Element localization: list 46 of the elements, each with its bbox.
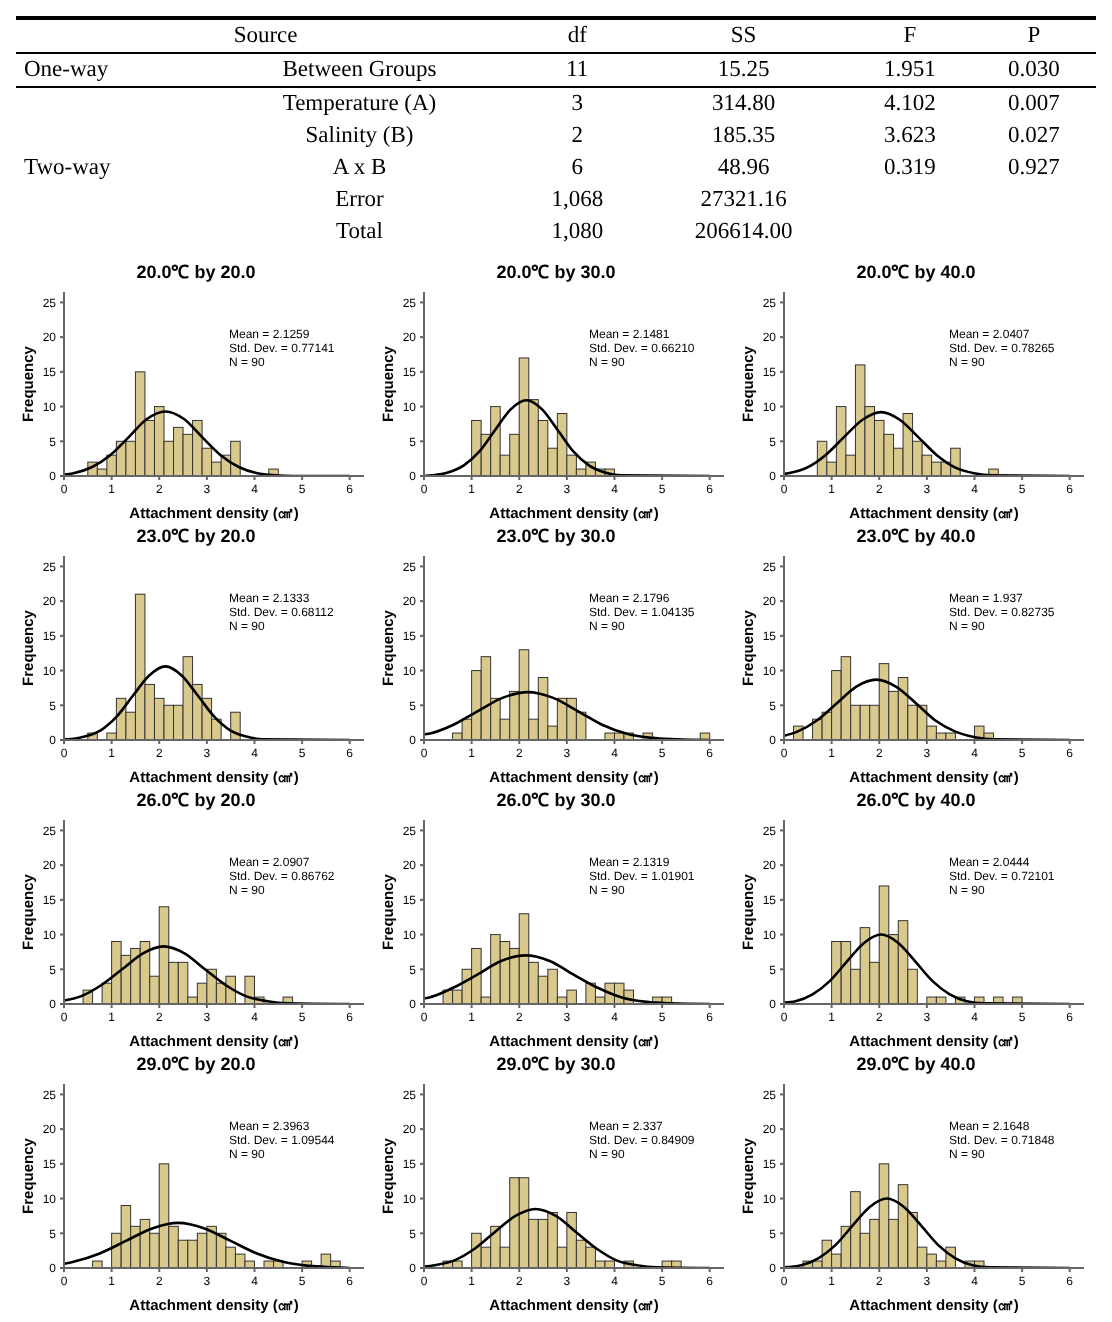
category-label: Source [231, 22, 300, 52]
text: 1,080 [551, 220, 604, 244]
chart-title: 26.0℃ by 40.0 [854, 788, 978, 814]
text: 27321.16 [700, 188, 787, 212]
chart-title: 20.0℃ by 20.0 [134, 260, 258, 286]
text: 0.319 [883, 156, 936, 180]
category-label: F [901, 22, 919, 52]
text: 1,068 [551, 188, 604, 212]
text: Total [336, 220, 383, 244]
text: 2 [571, 124, 583, 148]
text: 48.96 [717, 156, 770, 180]
text: A x B [332, 156, 387, 180]
chart-title: 23.0℃ by 40.0 [854, 524, 978, 550]
text: 15.25 [717, 58, 770, 82]
text: 0.030 [1008, 58, 1060, 82]
text: 3 [571, 92, 583, 116]
text: 206614.00 [694, 220, 793, 244]
text: Error [335, 188, 384, 212]
chart-title: 23.0℃ by 20.0 [134, 524, 258, 550]
category-label: P [1025, 22, 1043, 52]
line-series [64, 1221, 352, 1268]
text: 314.80 [711, 92, 776, 116]
chart-title: 20.0℃ by 30.0 [494, 260, 618, 286]
category-label: df [565, 22, 589, 52]
chart-title: 29.0℃ by 20.0 [134, 1052, 258, 1078]
chart-title: 26.0℃ by 20.0 [134, 788, 258, 814]
chart-title: 20.0℃ by 40.0 [854, 260, 978, 286]
category-label: SS [728, 22, 759, 52]
chart-title: 29.0℃ by 30.0 [494, 1052, 618, 1078]
chart-title: 23.0℃ by 30.0 [494, 524, 618, 550]
chart-title: 26.0℃ by 30.0 [494, 788, 618, 814]
text: 4.102 [883, 92, 936, 116]
text: 0.027 [1008, 124, 1060, 148]
text: 0.927 [1008, 156, 1060, 180]
text: 3.623 [883, 124, 936, 148]
chart-title: 29.0℃ by 40.0 [854, 1052, 978, 1078]
text: One-way [24, 58, 109, 82]
text: Between Groups [282, 58, 437, 82]
text: 0.007 [1008, 92, 1060, 116]
text: Temperature (A) [282, 92, 437, 116]
text: 11 [566, 58, 589, 82]
text: Salinity (B) [305, 124, 414, 148]
text: 1.951 [883, 58, 936, 82]
text: 6 [571, 156, 583, 180]
text: Two-way [24, 156, 111, 180]
text: 185.35 [711, 124, 776, 148]
